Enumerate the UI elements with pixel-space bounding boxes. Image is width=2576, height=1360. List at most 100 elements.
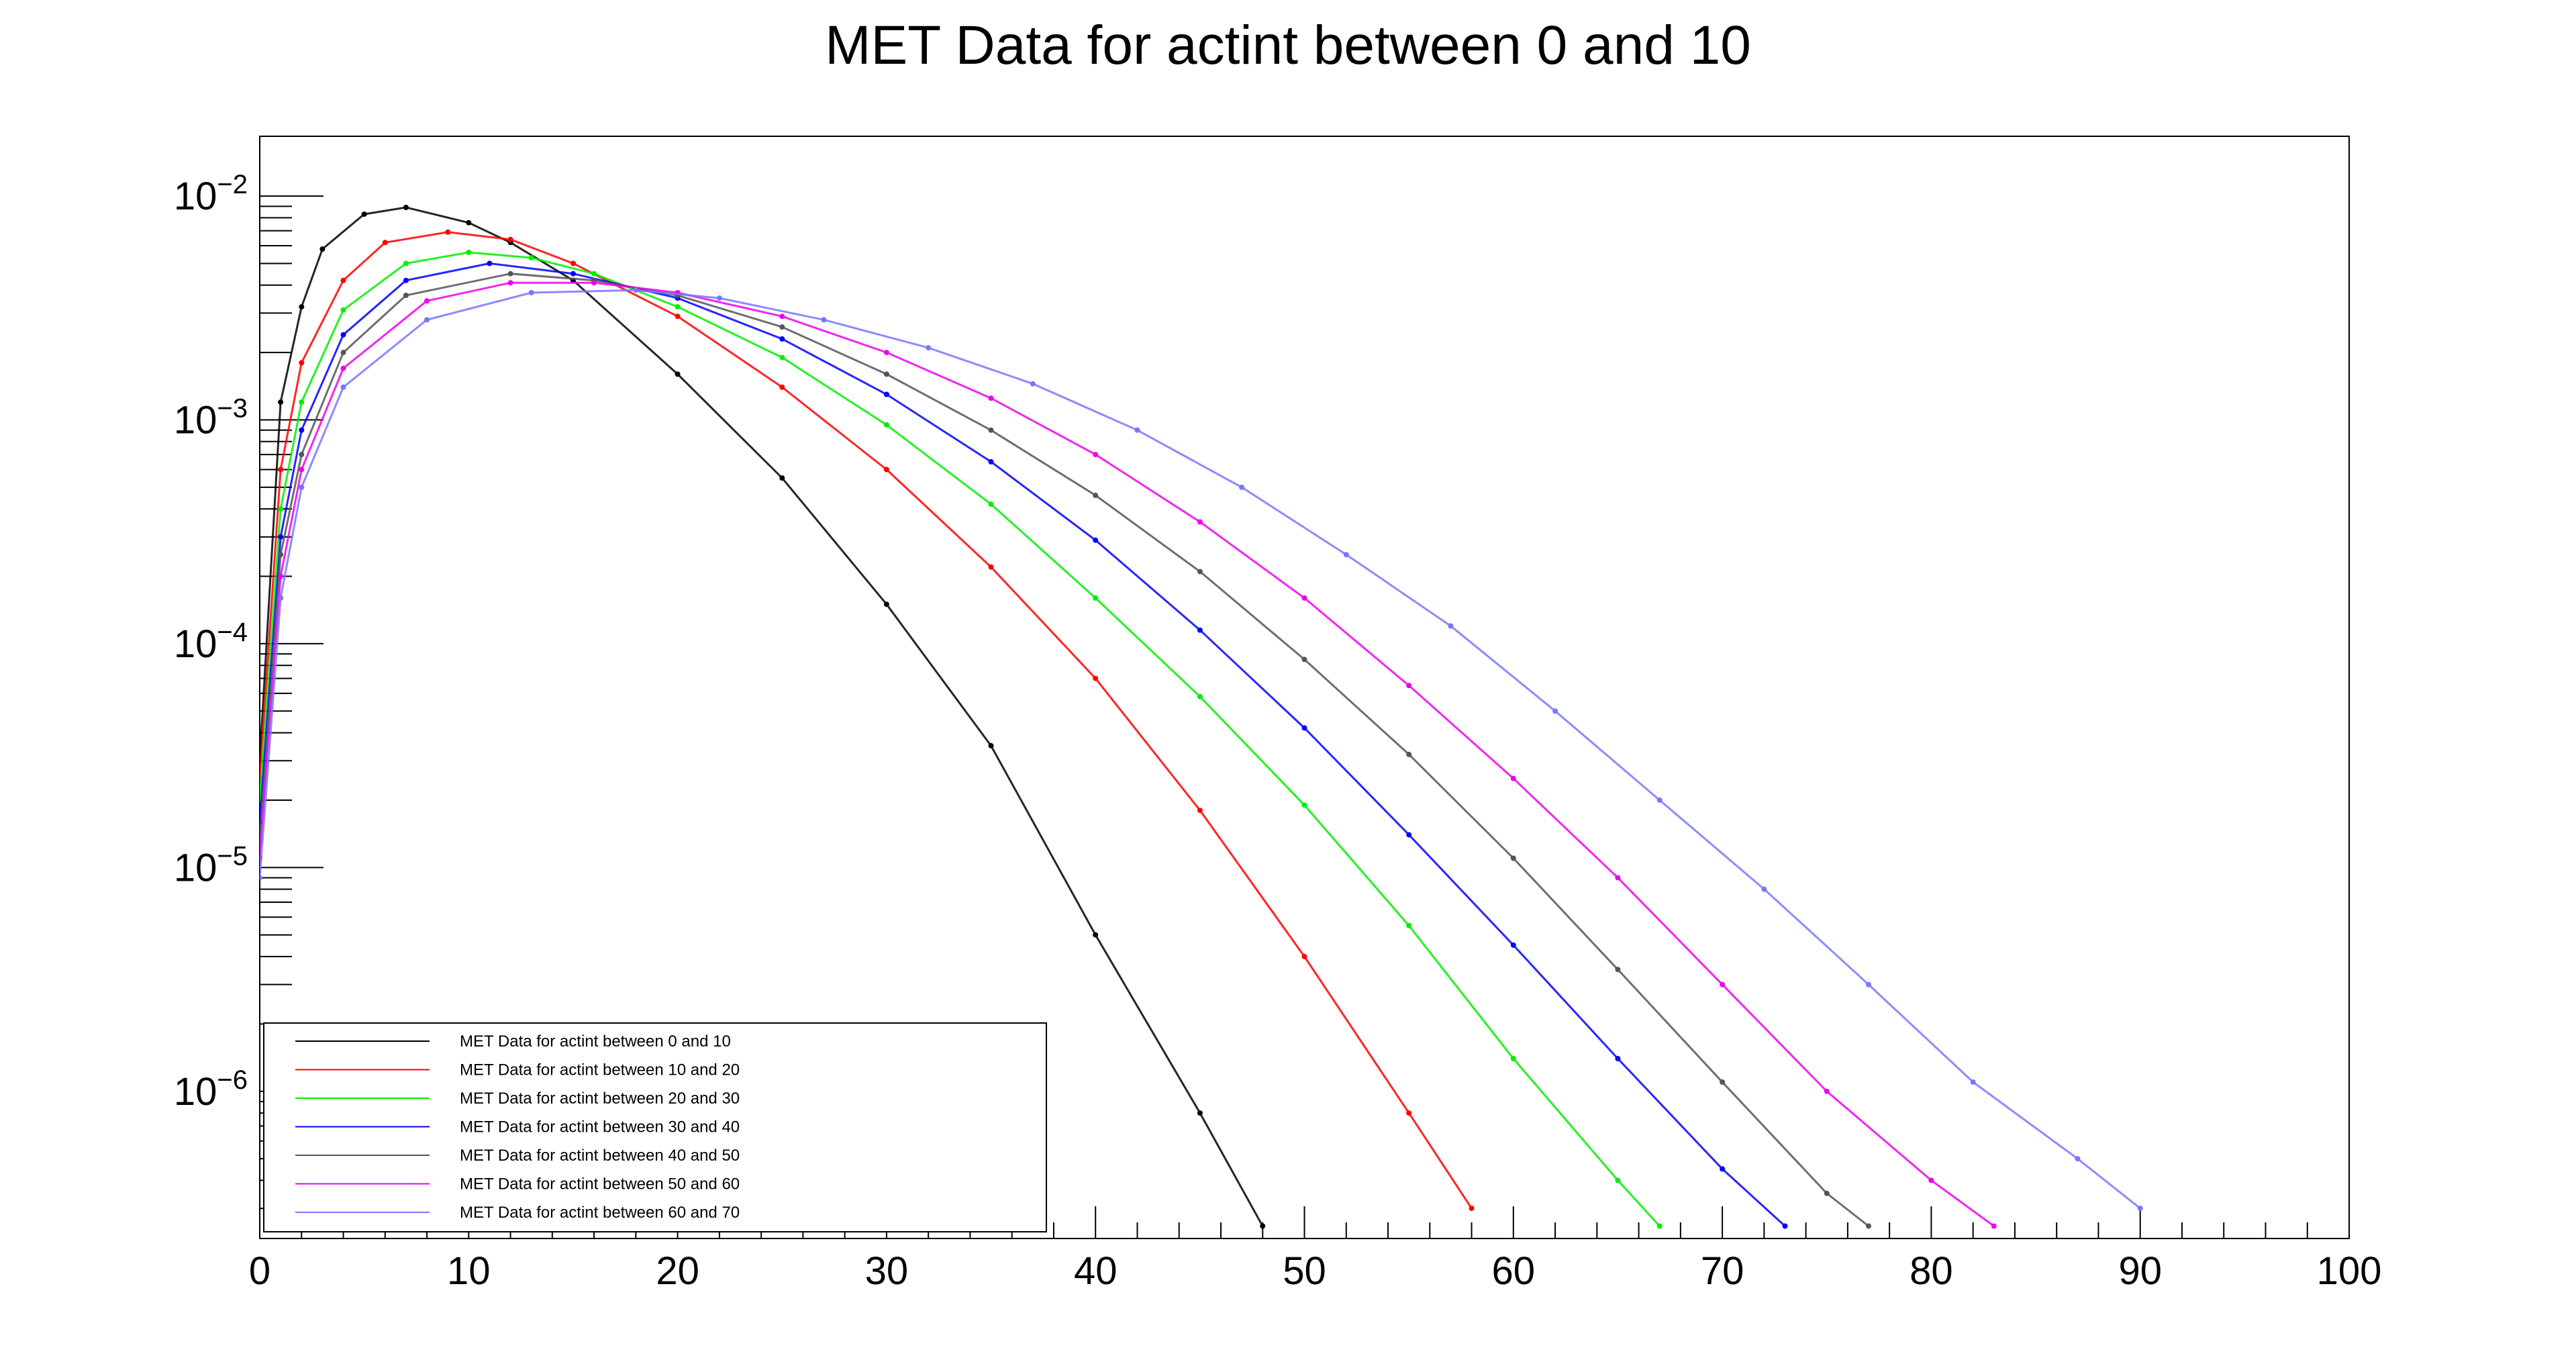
series-5-point	[883, 371, 889, 377]
series-1-point	[1093, 932, 1099, 938]
series-6-point	[1510, 775, 1516, 781]
series-1-point	[988, 742, 994, 748]
series-7-point	[260, 875, 262, 881]
series-6-point	[779, 313, 785, 320]
series-3-point	[466, 250, 472, 255]
series-3-point	[1406, 922, 1412, 928]
series-1-point	[1197, 1110, 1203, 1116]
series-6-point	[988, 395, 994, 401]
series-6-point	[1197, 519, 1203, 525]
series-6-point	[1093, 452, 1099, 458]
series-1-point	[278, 399, 284, 405]
series-1-point	[675, 371, 681, 377]
x-tick-label: 10	[447, 1249, 491, 1293]
series-4-point	[1093, 537, 1099, 543]
series-2-point	[382, 240, 388, 246]
series-7-point	[926, 345, 932, 351]
series-5-point	[1197, 569, 1203, 575]
series-7-point	[1866, 981, 1871, 987]
series-1-point	[403, 205, 409, 210]
x-tick-label: 30	[865, 1249, 909, 1293]
series-3-point	[1615, 1177, 1621, 1183]
series-6-point	[278, 573, 284, 579]
series-7-point	[528, 290, 534, 295]
series-3-point	[591, 271, 597, 277]
series-3-point	[1656, 1223, 1663, 1229]
series-2-point	[675, 313, 681, 320]
series-layer	[260, 205, 2143, 1229]
series-1-point	[779, 475, 785, 481]
series-3-point	[1301, 802, 1307, 808]
series-4-point	[883, 391, 889, 397]
series-5-point	[1824, 1190, 1830, 1196]
x-tick-label: 70	[1701, 1249, 1744, 1293]
legend-label-1: MET Data for actint between 0 and 10	[460, 1032, 731, 1051]
y-tick-label: 10−6	[174, 1065, 248, 1114]
series-7-point	[1448, 623, 1454, 629]
series-4-point	[571, 271, 576, 277]
series-4-point	[1782, 1223, 1788, 1229]
series-4-point	[278, 534, 284, 540]
series-7-point	[1970, 1079, 1976, 1085]
series-6-point	[1720, 981, 1726, 987]
series-5-point	[779, 324, 785, 330]
y-tick-label: 10−5	[174, 841, 248, 889]
series-4-point	[299, 427, 305, 433]
series-3-point	[1510, 1056, 1516, 1061]
series-7-point	[424, 317, 430, 323]
series-6-point	[1301, 595, 1307, 601]
series-2-point	[1406, 1110, 1412, 1116]
series-6-point	[507, 280, 513, 286]
series-4-point	[779, 336, 785, 342]
series-4-point	[988, 458, 994, 465]
series-3-point	[1093, 595, 1099, 601]
series-3-point	[883, 422, 889, 428]
series-7-point	[633, 287, 639, 293]
legend-label-5: MET Data for actint between 40 and 50	[460, 1147, 740, 1165]
series-5-point	[1866, 1223, 1871, 1229]
series-7-point	[1239, 484, 1245, 490]
series-7-point	[340, 384, 346, 390]
series-5-point	[1093, 492, 1099, 498]
series-4-point	[487, 260, 493, 266]
series-6-point	[1406, 683, 1412, 689]
series-6-point	[299, 467, 305, 473]
legend-label-2: MET Data for actint between 10 and 20	[460, 1061, 740, 1079]
series-7-point	[1552, 708, 1558, 714]
series-5-point	[299, 452, 305, 458]
series-7-point	[821, 317, 827, 323]
series-1-point	[299, 304, 305, 310]
series-6-point	[1615, 875, 1621, 881]
series-4-point	[1615, 1056, 1621, 1061]
x-tick-label: 0	[249, 1249, 270, 1293]
series-6-point	[340, 365, 346, 371]
series-4-point	[403, 277, 409, 283]
series-4-point	[1406, 832, 1412, 838]
series-1-point	[319, 246, 326, 252]
legend-label-4: MET Data for actint between 30 and 40	[460, 1118, 740, 1136]
y-axis: 10−2 10−3 10−4 10−5 10−6	[174, 170, 324, 1114]
series-6-point	[883, 350, 889, 356]
series-5-point	[1720, 1079, 1726, 1085]
x-tick-label: 100	[2317, 1249, 2382, 1293]
series-5-point	[278, 552, 284, 558]
series-2-point	[571, 260, 576, 266]
series-3-point	[675, 304, 681, 310]
series-6-point	[591, 280, 597, 286]
legend-label-7: MET Data for actint between 60 and 70	[460, 1204, 740, 1222]
series-5-point	[1406, 751, 1412, 757]
series-2-point	[299, 360, 305, 366]
series-7-point	[1656, 797, 1663, 803]
legend-label-6: MET Data for actint between 50 and 60	[460, 1175, 740, 1194]
series-1-point	[361, 211, 367, 217]
series-7-point	[299, 484, 305, 490]
x-tick-label: 80	[1910, 1249, 1953, 1293]
series-7-point	[1030, 381, 1036, 387]
series-line-7	[260, 289, 2141, 1210]
series-1-point	[466, 220, 472, 226]
series-4-point	[1720, 1166, 1726, 1172]
series-3-point	[528, 255, 534, 260]
y-tick-label: 10−4	[174, 618, 248, 666]
series-3-point	[779, 354, 785, 360]
